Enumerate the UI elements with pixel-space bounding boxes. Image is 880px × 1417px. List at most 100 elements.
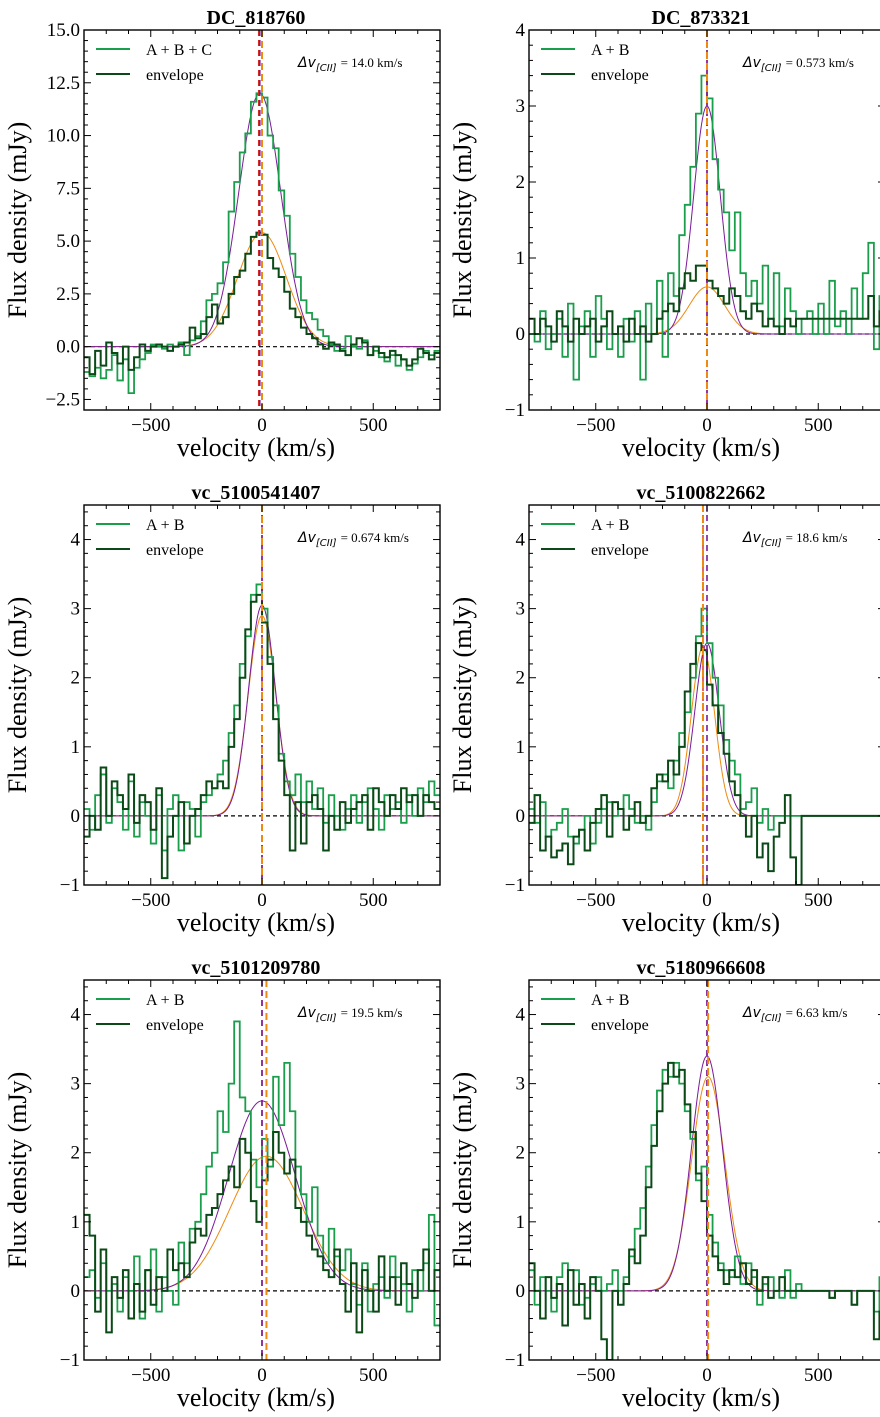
x-tick-label: 500 <box>804 890 833 911</box>
x-tick-label: −500 <box>131 1365 170 1386</box>
delta-v-symbol: Δv <box>742 1005 762 1021</box>
y-tick-label: 3 <box>516 96 526 117</box>
y-tick-label: −1 <box>505 1350 525 1371</box>
plot-area <box>84 30 440 410</box>
y-ticks <box>529 29 880 411</box>
x-ticks <box>105 980 419 1360</box>
delta-v-subscript: [CII] <box>316 1013 337 1024</box>
panel-title: vc_5100541407 <box>192 482 321 504</box>
x-tick-label: −500 <box>576 415 615 436</box>
delta-v-annotation: Δv[CII] = 18.6 km/s <box>742 530 847 549</box>
y-axis-label: Flux density (mJy) <box>448 1072 477 1268</box>
y-ticks <box>84 511 440 886</box>
y-tick-label: 2.5 <box>56 284 80 305</box>
x-tick-label: 0 <box>257 415 267 436</box>
legend: A + B envelope <box>96 992 204 1034</box>
y-tick-label: 0 <box>71 806 81 827</box>
delta-v-annotation: Δv[CII] = 14.0 km/s <box>297 55 402 74</box>
y-tick-label: 0 <box>516 1281 526 1302</box>
delta-v-symbol: Δv <box>297 55 317 71</box>
legend-label-light: A + B <box>591 992 629 1009</box>
plot-area <box>529 980 880 1360</box>
y-tick-label: 1 <box>516 1212 526 1233</box>
y-tick-label: 4 <box>516 1005 526 1026</box>
fit-orange <box>529 646 880 817</box>
delta-v-subscript: [CII] <box>316 538 337 549</box>
panel-title: vc_5101209780 <box>192 957 321 979</box>
y-tick-label: 2 <box>516 668 526 689</box>
y-ticks <box>84 29 440 411</box>
y-tick-label: 4 <box>516 530 526 551</box>
y-tick-label: 5.0 <box>56 231 80 252</box>
delta-v-annotation: Δv[CII] = 0.573 km/s <box>742 55 854 74</box>
panel-4: −500 0 500 −1 0 1 2 3 4 vc_5100822662 velocity (km… <box>448 482 880 937</box>
y-tick-label: 3 <box>71 599 81 620</box>
y-axis-label: Flux density (mJy) <box>448 597 477 793</box>
fit-purple <box>529 1055 880 1292</box>
y-axis-label: Flux density (mJy) <box>3 1072 32 1268</box>
x-tick-label: 0 <box>257 890 267 911</box>
delta-v-value: = 6.63 km/s <box>786 1005 848 1020</box>
x-tick-label: 0 <box>702 415 712 436</box>
y-tick-label: −2.5 <box>46 389 80 410</box>
panel-title: vc_5100822662 <box>637 482 766 504</box>
x-ticks <box>550 505 864 885</box>
panel-2: −500 0 500 −1 0 1 2 3 4 DC_873321 velocity (km/s) F… <box>448 7 880 462</box>
series-envelope-step <box>529 264 880 343</box>
panel-5: −500 0 500 −1 0 1 2 3 4 vc_5101209780 velocity (km… <box>3 957 441 1412</box>
legend-label-envelope: envelope <box>591 542 649 559</box>
x-ticks <box>105 505 419 885</box>
delta-v-annotation: Δv[CII] = 19.5 km/s <box>297 1005 402 1024</box>
panel-1: −500 0 500 −2.5 0.0 2.5 5.0 7.5 10.0 12.5 15.0 DC_8… <box>3 7 441 462</box>
x-tick-label: 500 <box>359 415 388 436</box>
x-tick-label: 0 <box>702 1365 712 1386</box>
y-tick-label: 2 <box>516 1143 526 1164</box>
delta-v-symbol: Δv <box>742 55 762 71</box>
fit-purple <box>529 105 880 335</box>
x-tick-label: −500 <box>131 890 170 911</box>
delta-v-annotation: Δv[CII] = 0.674 km/s <box>297 530 409 549</box>
delta-v-subscript: [CII] <box>761 63 782 74</box>
plot-area <box>84 505 440 885</box>
legend-label-light: A + B <box>591 42 629 59</box>
axes-frame <box>528 29 880 411</box>
series-envelope-step <box>529 642 880 885</box>
legend-label-envelope: envelope <box>146 67 204 84</box>
y-ticks <box>84 986 440 1361</box>
panel-title: DC_818760 <box>207 7 306 29</box>
x-tick-label: −500 <box>576 890 615 911</box>
plot-area <box>529 505 880 885</box>
delta-v-symbol: Δv <box>297 1005 317 1021</box>
panel-6: −500 0 500 −1 0 1 2 3 4 vc_5180966608 velocity (km… <box>448 957 880 1412</box>
axes-frame <box>528 504 880 886</box>
delta-v-value: = 18.6 km/s <box>786 530 848 545</box>
y-tick-label: 1 <box>71 1212 81 1233</box>
y-ticks <box>529 511 880 886</box>
x-tick-label: −500 <box>131 415 170 436</box>
y-tick-label: 0.0 <box>56 337 80 358</box>
legend: A + B envelope <box>96 517 204 559</box>
plot-area <box>84 980 440 1360</box>
y-tick-label: −1 <box>60 875 80 896</box>
y-tick-label: −1 <box>60 1350 80 1371</box>
y-tick-label: 1 <box>71 737 81 758</box>
y-tick-label: 0 <box>516 324 526 345</box>
legend-label-envelope: envelope <box>146 1017 204 1034</box>
y-tick-label: 4 <box>516 20 526 41</box>
x-axis-label: velocity (km/s) <box>622 1383 780 1412</box>
delta-v-subscript: [CII] <box>761 1013 782 1024</box>
y-tick-label: 0 <box>516 806 526 827</box>
x-ticks <box>550 980 864 1360</box>
y-tick-label: 12.5 <box>47 73 80 94</box>
delta-v-symbol: Δv <box>297 530 317 546</box>
y-tick-label: 4 <box>71 1005 81 1026</box>
legend-label-light: A + B <box>591 517 629 534</box>
x-tick-label: 500 <box>359 1365 388 1386</box>
legend: A + B envelope <box>541 992 649 1034</box>
y-tick-label: 15.0 <box>47 20 80 41</box>
y-tick-label: 3 <box>516 599 526 620</box>
y-tick-label: 7.5 <box>56 178 80 199</box>
x-axis-label: velocity (km/s) <box>622 433 780 462</box>
legend: A + B envelope <box>541 517 649 559</box>
